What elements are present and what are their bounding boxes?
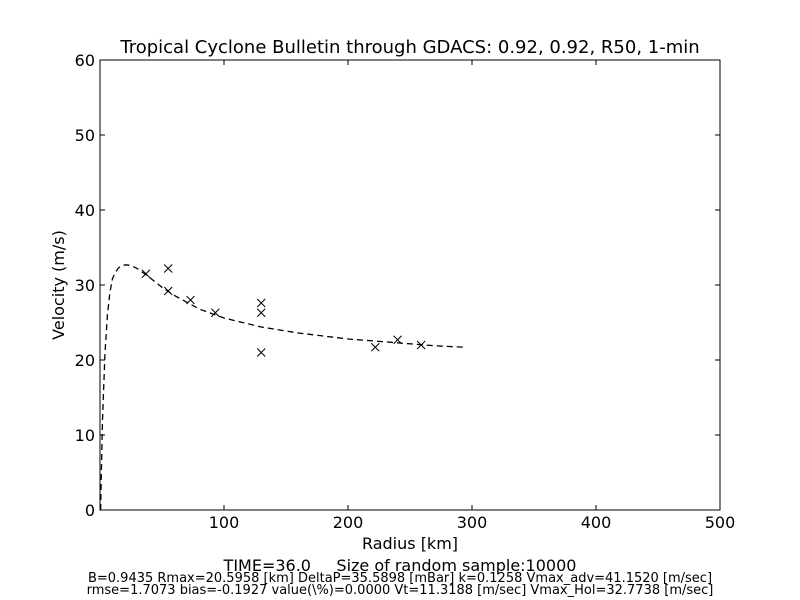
data-point-marker	[141, 269, 151, 279]
y-tick-label: 60	[75, 51, 95, 70]
data-point-marker	[256, 348, 266, 357]
data-point-marker	[370, 342, 380, 352]
data-point-marker	[256, 298, 266, 308]
x-tick-label: 400	[581, 513, 612, 532]
y-tick-label: 30	[75, 276, 95, 295]
data-point-marker	[256, 308, 266, 318]
x-tick-label: 200	[333, 513, 364, 532]
y-tick-label: 40	[75, 201, 95, 220]
x-tick-label: 300	[457, 513, 488, 532]
x-tick-label: 500	[705, 513, 736, 532]
footer-stats-line: rmse=1.7073 bias=-0.1927 value(\%)=0.000…	[87, 583, 714, 598]
x-axis-label: Radius [km]	[362, 534, 458, 553]
chart-title: Tropical Cyclone Bulletin through GDACS:…	[119, 37, 699, 58]
data-point-marker	[163, 264, 173, 273]
y-axis-label: Velocity (m/s)	[49, 230, 68, 340]
x-axis-ticks: 100 200 300 400 500	[209, 60, 736, 532]
y-tick-label: 50	[75, 126, 95, 145]
x-tick-label: 100	[209, 513, 240, 532]
y-axis-ticks: 0 10 20 30 40 50 60	[75, 51, 720, 520]
plot-area	[99, 59, 721, 511]
footer-params-line: B=0.9435 Rmax=20.5958 [km] DeltaP=35.589…	[88, 571, 712, 586]
y-tick-label: 0	[85, 501, 95, 520]
fitted-profile-curve	[99, 264, 466, 511]
footer-time-sample: TIME=36.0 Size of random sample:10000	[223, 556, 577, 575]
data-series	[99, 264, 466, 511]
data-point-marker	[210, 308, 220, 318]
y-tick-label: 10	[75, 426, 95, 445]
y-tick-label: 20	[75, 351, 95, 370]
